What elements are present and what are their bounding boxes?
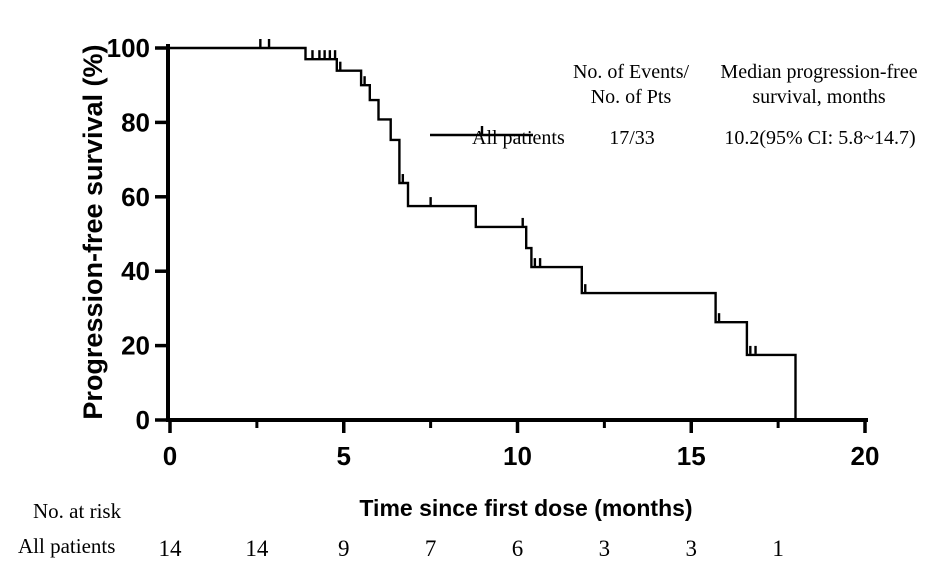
risk-table-title: No. at risk [33,499,122,523]
legend-median-value: 10.2(95% CI: 5.8~14.7) [724,127,916,149]
risk-count: 6 [512,536,524,561]
risk-count: 9 [338,536,350,561]
risk-count: 3 [599,536,611,561]
risk-count: 14 [245,536,269,561]
y-axis-title: Progression-free survival (%) [78,44,108,420]
risk-row-label: All patients [18,534,116,558]
events-header-line2: No. of Pts [590,86,672,108]
median-header-line2: survival, months [752,86,886,108]
x-tick-label: 15 [677,441,706,471]
y-tick-label: 100 [107,33,150,63]
y-tick-label: 0 [136,405,150,435]
legend-events-value: 17/33 [609,127,655,149]
y-tick-label: 80 [121,107,150,137]
median-header-line1: Median progression-free [720,61,918,83]
x-tick-label: 0 [163,441,177,471]
x-tick-label: 20 [851,441,880,471]
risk-count: 3 [686,536,698,561]
survival-curve [170,46,797,420]
x-tick-label: 5 [337,441,351,471]
risk-count: 1 [772,536,784,561]
risk-count: 14 [159,536,183,561]
x-axis-title: Time since first dose (months) [359,495,693,521]
y-tick-label: 40 [121,256,150,286]
y-tick-label: 60 [121,182,150,212]
y-tick-label: 20 [121,331,150,361]
risk-count: 7 [425,536,437,561]
x-tick-label: 10 [503,441,532,471]
legend-series-label: All patients [472,127,565,149]
events-header-line1: No. of Events/ [572,61,690,83]
